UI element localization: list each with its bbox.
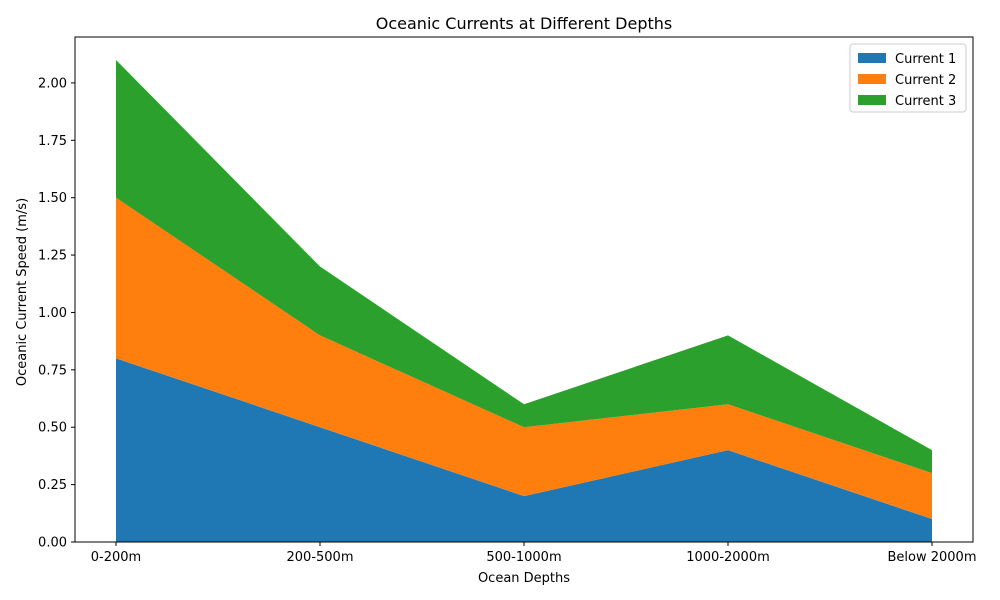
area-series-1 bbox=[116, 358, 932, 542]
y-tick-label: 0.75 bbox=[38, 363, 67, 378]
y-ticks-group: 0.00 0.25 0.50 0.75 1.00 1.25 1.50 1.75 2.00 bbox=[38, 76, 75, 551]
area-series-3 bbox=[116, 59, 932, 474]
y-tick-label: 1.00 bbox=[38, 306, 67, 321]
y-tick-label: 1.25 bbox=[38, 249, 67, 264]
legend-label-3: Current 3 bbox=[895, 94, 956, 109]
legend: Current 1 Current 2 Current 3 bbox=[849, 43, 967, 113]
chart-title: Oceanic Currents at Different Depths bbox=[376, 14, 672, 33]
y-tick-label: 0.25 bbox=[38, 478, 67, 493]
legend-swatch-2 bbox=[858, 74, 886, 84]
x-tick-label: 1000-2000m bbox=[686, 550, 770, 565]
x-tick-label: Below 2000m bbox=[888, 550, 977, 565]
legend-swatch-1 bbox=[858, 53, 886, 63]
x-tick-label: 0-200m bbox=[91, 550, 141, 565]
area-series-group bbox=[116, 59, 932, 542]
x-tick-label: 200-500m bbox=[287, 550, 354, 565]
legend-label-1: Current 1 bbox=[895, 52, 956, 67]
area-series-2 bbox=[116, 197, 932, 520]
x-tick-label: 500-1000m bbox=[486, 550, 561, 565]
y-tick-label: 1.50 bbox=[38, 191, 67, 206]
legend-swatch-3 bbox=[858, 95, 886, 105]
y-axis-label: Oceanic Current Speed (m/s) bbox=[15, 198, 30, 386]
y-tick-label: 2.00 bbox=[38, 76, 67, 91]
y-tick-label: 1.75 bbox=[38, 134, 67, 149]
x-axis-label: Ocean Depths bbox=[478, 571, 570, 586]
legend-label-2: Current 2 bbox=[895, 73, 956, 88]
y-tick-label: 0.00 bbox=[38, 536, 67, 551]
y-tick-label: 0.50 bbox=[38, 421, 67, 436]
x-ticks-group: 0-200m 200-500m 500-1000m 1000-2000m Below 2… bbox=[91, 542, 977, 565]
